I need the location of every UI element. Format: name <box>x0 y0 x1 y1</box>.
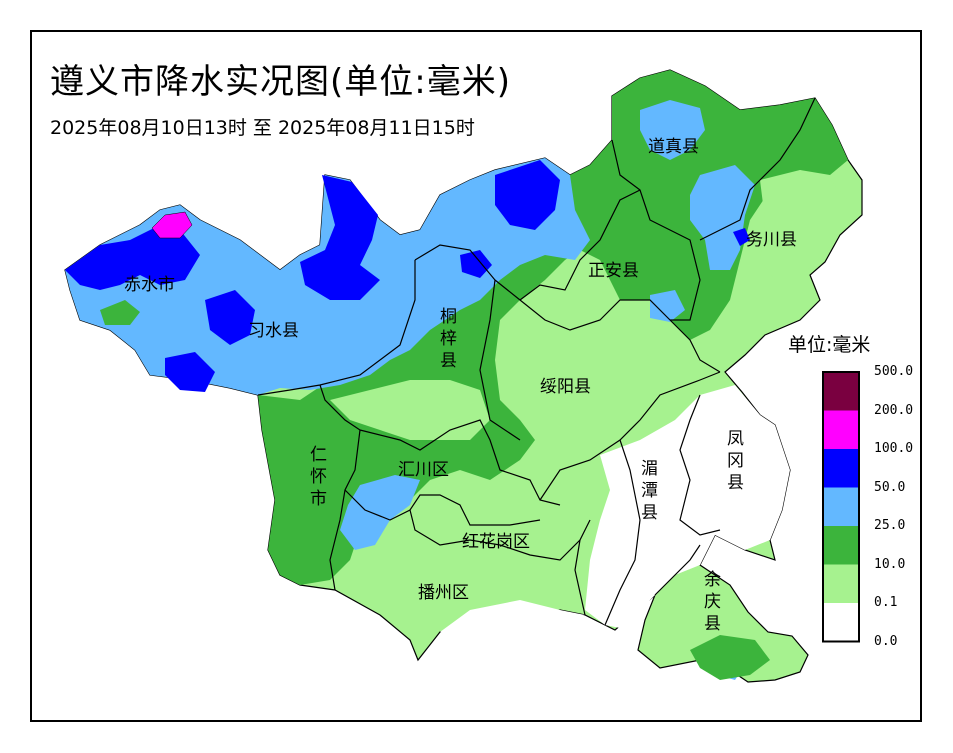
county-label-fenggang: 凤冈县 <box>727 429 744 493</box>
legend-swatch <box>823 410 859 449</box>
region-darkblue-tongzi-n <box>495 160 560 230</box>
region-light-inner-3 <box>330 380 490 440</box>
region-darkblue-wuchuan <box>733 228 750 246</box>
county-label-suiyang: 绥阳县 <box>540 377 591 397</box>
legend-swatch <box>823 603 859 642</box>
legend-swatch <box>823 526 859 565</box>
region-green-west-spot <box>100 300 140 325</box>
region-darkblue-tongzi-c <box>460 250 492 278</box>
legend-label: 50.0 <box>874 479 906 495</box>
county-label-bozhou: 播州区 <box>418 583 469 603</box>
region-magenta <box>151 211 193 239</box>
region-light-inner-2 <box>760 170 848 280</box>
region-blue-south <box>340 475 420 550</box>
legend-label: 500.0 <box>874 364 914 379</box>
legend-swatch <box>823 372 859 411</box>
legend-outline <box>822 371 860 643</box>
county-label-honghuagang: 红花岗区 <box>462 532 530 552</box>
legend-label: 0.1 <box>874 595 898 610</box>
county-label-meitan: 湄潭县 <box>641 459 658 523</box>
county-label-renhuai: 仁怀市 <box>310 445 327 509</box>
legend-label: 10.0 <box>874 556 906 572</box>
region-blue-ne-2 <box>690 165 755 270</box>
legend-color-bar <box>822 371 860 643</box>
legend-label: 100.0 <box>874 441 914 456</box>
region-darkblue-chishui <box>65 225 200 290</box>
legend-label: 0.0 <box>874 633 898 649</box>
region-light-inner-1 <box>520 250 620 330</box>
map-title: 遵义市降水实况图(单位:毫米) <box>50 62 511 102</box>
legend-swatch <box>823 487 859 526</box>
region-blue-ne-1 <box>640 100 705 160</box>
legend-label: 200.0 <box>874 402 914 418</box>
county-label-daozhen: 道真县 <box>648 137 699 157</box>
county-label-zhengan: 正安县 <box>588 261 639 281</box>
legend-swatch <box>823 449 859 488</box>
region-white <box>585 385 790 630</box>
region-blue-ne-3 <box>650 290 685 322</box>
legend-label: 25.0 <box>874 518 906 533</box>
county-label-chishui: 赤水市 <box>124 275 175 295</box>
region-light-inner-4 <box>590 350 680 420</box>
county-label-xishui: 习水县 <box>248 321 299 341</box>
county-label-tongzi: 桐梓县 <box>440 307 457 371</box>
county-label-huichuan: 汇川区 <box>398 460 449 480</box>
region-darkblue-xishui <box>205 290 255 345</box>
legend-swatch <box>823 564 859 603</box>
county-boundaries <box>257 97 816 626</box>
region-white-south <box>440 600 585 640</box>
region-green-yuqing <box>690 635 770 680</box>
legend-title: 单位:毫米 <box>788 334 871 356</box>
region-darkblue-sw <box>165 352 215 392</box>
map-time-range: 2025年08月10日13时 至 2025年08月11日15时 <box>50 117 475 139</box>
county-label-wuchuan: 务川县 <box>746 230 797 250</box>
region-darkblue-north <box>300 175 380 300</box>
county-label-yuqing: 余庆县 <box>704 570 721 634</box>
